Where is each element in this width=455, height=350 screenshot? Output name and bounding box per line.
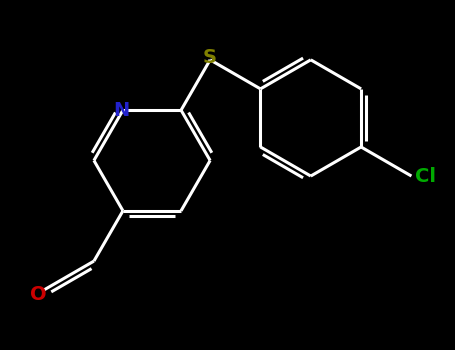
Text: O: O bbox=[30, 285, 47, 303]
Text: Cl: Cl bbox=[415, 167, 436, 186]
Text: S: S bbox=[203, 48, 217, 68]
Text: N: N bbox=[113, 101, 129, 120]
